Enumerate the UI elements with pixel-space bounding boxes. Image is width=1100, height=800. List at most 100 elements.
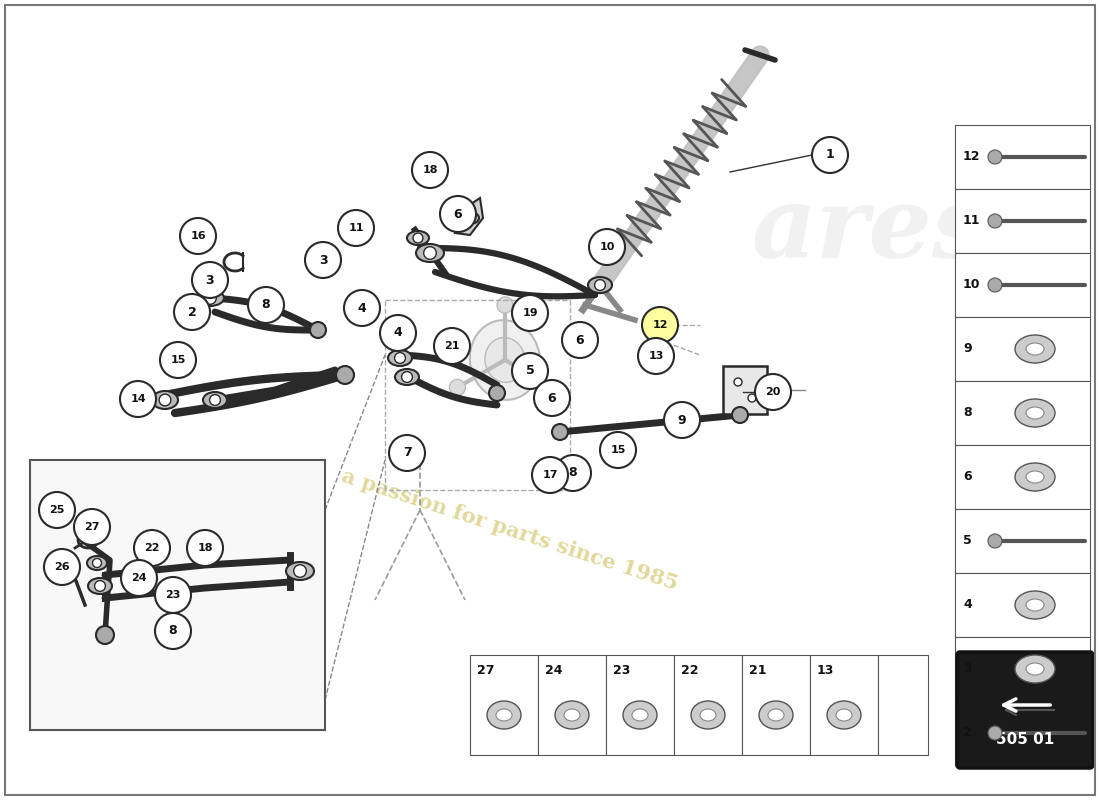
Circle shape (121, 560, 157, 596)
Ellipse shape (496, 709, 512, 721)
FancyBboxPatch shape (955, 189, 1090, 253)
Text: 6: 6 (962, 470, 971, 483)
Text: 18: 18 (422, 165, 438, 175)
Ellipse shape (836, 709, 852, 721)
Text: 25: 25 (50, 505, 65, 515)
Text: 3: 3 (319, 254, 328, 266)
Circle shape (74, 509, 110, 545)
Ellipse shape (1026, 407, 1044, 419)
Circle shape (812, 137, 848, 173)
Ellipse shape (1026, 343, 1044, 355)
Text: 23: 23 (165, 590, 180, 600)
Text: 20: 20 (766, 387, 781, 397)
Text: 8: 8 (168, 625, 177, 638)
Circle shape (379, 315, 416, 351)
Ellipse shape (1015, 399, 1055, 427)
Text: 6: 6 (548, 391, 557, 405)
Text: 4: 4 (962, 598, 971, 611)
Ellipse shape (556, 701, 588, 729)
Ellipse shape (470, 320, 540, 400)
Ellipse shape (588, 277, 612, 293)
Circle shape (187, 530, 223, 566)
Text: 10: 10 (600, 242, 615, 252)
Circle shape (412, 233, 422, 243)
Text: 27: 27 (85, 522, 100, 532)
Ellipse shape (461, 212, 478, 224)
FancyBboxPatch shape (955, 509, 1090, 573)
Circle shape (424, 246, 437, 259)
Circle shape (664, 402, 700, 438)
Ellipse shape (564, 709, 580, 721)
FancyArrowPatch shape (1003, 699, 1050, 711)
Ellipse shape (1015, 463, 1055, 491)
Text: 5: 5 (962, 534, 971, 547)
Ellipse shape (700, 709, 716, 721)
Text: 9: 9 (678, 414, 686, 426)
Ellipse shape (395, 369, 419, 385)
Text: ares: ares (751, 182, 989, 278)
Text: 8: 8 (262, 298, 271, 311)
FancyBboxPatch shape (955, 637, 1090, 701)
FancyArrowPatch shape (1006, 705, 1054, 715)
Circle shape (338, 210, 374, 246)
Circle shape (155, 577, 191, 613)
Circle shape (310, 322, 326, 338)
Text: 2: 2 (962, 726, 971, 739)
FancyBboxPatch shape (538, 655, 606, 755)
Circle shape (204, 292, 217, 304)
FancyBboxPatch shape (470, 655, 538, 755)
Circle shape (755, 374, 791, 410)
Polygon shape (455, 198, 483, 235)
Text: 21: 21 (444, 341, 460, 351)
Circle shape (552, 424, 568, 440)
Ellipse shape (632, 709, 648, 721)
Text: 24: 24 (131, 573, 146, 583)
Text: 3: 3 (206, 274, 214, 286)
Text: 11: 11 (962, 214, 980, 227)
Ellipse shape (204, 392, 227, 408)
Ellipse shape (1026, 471, 1044, 483)
Ellipse shape (485, 338, 525, 382)
Circle shape (595, 280, 605, 290)
Text: 8: 8 (962, 406, 971, 419)
Circle shape (412, 152, 448, 188)
Circle shape (336, 366, 354, 384)
FancyBboxPatch shape (955, 253, 1090, 317)
Text: 13: 13 (648, 351, 663, 361)
Text: 6: 6 (453, 207, 462, 221)
Circle shape (305, 242, 341, 278)
Circle shape (988, 150, 1002, 164)
Ellipse shape (196, 290, 224, 306)
Circle shape (988, 278, 1002, 292)
Text: 15: 15 (170, 355, 186, 365)
Ellipse shape (416, 244, 444, 262)
FancyBboxPatch shape (878, 655, 928, 755)
Ellipse shape (1015, 655, 1055, 683)
Circle shape (748, 394, 756, 402)
Circle shape (562, 322, 598, 358)
Circle shape (155, 613, 191, 649)
Ellipse shape (152, 391, 178, 409)
Circle shape (294, 565, 306, 578)
FancyBboxPatch shape (955, 573, 1090, 637)
Text: 9: 9 (962, 342, 971, 355)
Circle shape (344, 290, 380, 326)
Text: 22: 22 (681, 665, 698, 678)
FancyBboxPatch shape (723, 366, 767, 414)
Circle shape (638, 338, 674, 374)
Circle shape (732, 407, 748, 423)
Text: 18: 18 (197, 543, 212, 553)
Ellipse shape (623, 701, 657, 729)
Circle shape (440, 196, 476, 232)
Ellipse shape (1015, 335, 1055, 363)
Circle shape (556, 455, 591, 491)
Circle shape (466, 214, 474, 222)
Circle shape (512, 353, 548, 389)
FancyBboxPatch shape (955, 381, 1090, 445)
Text: 16: 16 (190, 231, 206, 241)
Text: 11: 11 (349, 223, 364, 233)
Ellipse shape (691, 701, 725, 729)
FancyBboxPatch shape (606, 655, 674, 755)
Circle shape (160, 342, 196, 378)
Text: 17: 17 (542, 470, 558, 480)
